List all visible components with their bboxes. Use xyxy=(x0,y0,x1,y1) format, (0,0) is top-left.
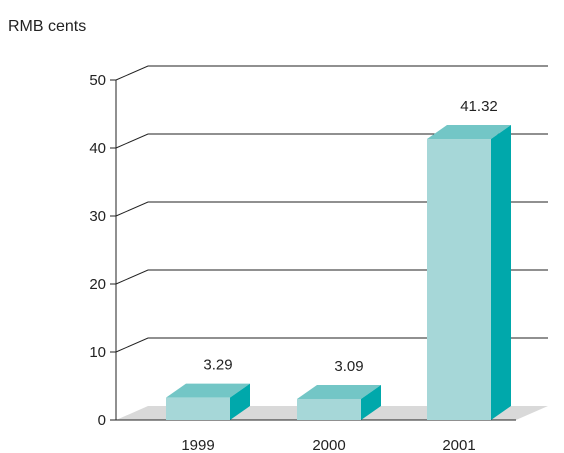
y-tick-label: 40 xyxy=(89,140,106,157)
y-tick-label: 0 xyxy=(98,412,106,429)
bar xyxy=(166,383,250,420)
data-label: 41.32 xyxy=(460,98,498,115)
gridline xyxy=(115,133,548,149)
data-label: 3.09 xyxy=(334,358,363,375)
y-tick-label: 10 xyxy=(89,344,106,361)
bar-top-face xyxy=(166,383,250,398)
bar xyxy=(297,384,381,420)
bar-front-face xyxy=(166,397,230,420)
data-label: 3.29 xyxy=(203,357,232,374)
y-tick-label: 20 xyxy=(89,276,106,293)
gridline xyxy=(115,201,548,217)
bar-side-face xyxy=(491,125,511,421)
x-tick-label: 1999 xyxy=(181,437,214,453)
gridline xyxy=(115,269,548,285)
y-axis-label: RMB cents xyxy=(8,18,86,35)
gridline xyxy=(115,65,548,81)
y-tick-label: 30 xyxy=(89,208,106,225)
bar-side-face xyxy=(230,383,250,420)
bar-top-face xyxy=(297,384,381,399)
bar-front-face xyxy=(297,398,361,420)
bar-front-face xyxy=(427,139,491,421)
bar xyxy=(427,125,511,421)
gridline xyxy=(115,337,548,353)
bar-top-face xyxy=(427,125,511,140)
y-tick-label: 50 xyxy=(89,72,106,89)
x-tick-label: 2001 xyxy=(442,437,475,453)
x-tick-label: 2000 xyxy=(312,437,345,453)
bar-side-face xyxy=(361,384,381,420)
